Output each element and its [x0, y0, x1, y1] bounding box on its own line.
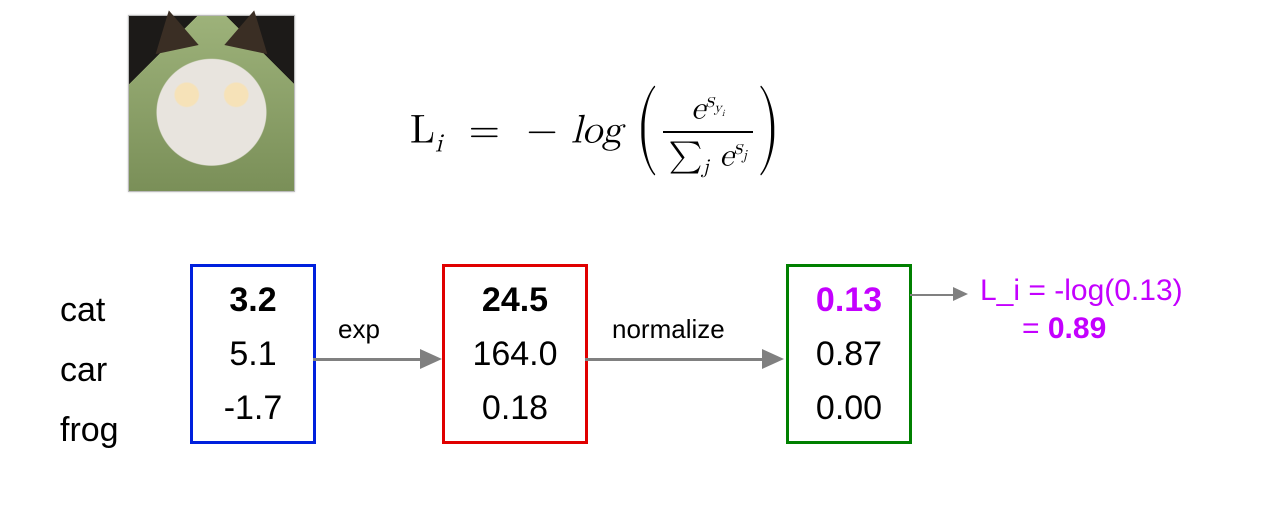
class-labels: cat car frog	[60, 280, 119, 460]
exp-value: 24.5	[445, 273, 585, 327]
formula-den-base: e	[719, 140, 733, 172]
formula-rhs-prefix: − log	[526, 110, 622, 150]
class-label: cat	[60, 280, 119, 340]
normalized-value: 0.00	[789, 381, 909, 435]
normalized-value: 0.13	[789, 273, 909, 327]
arrow-result-head	[953, 287, 968, 301]
normalized-box: 0.13 0.87 0.00	[786, 264, 912, 444]
arrow-result	[910, 294, 955, 296]
score-value: 5.1	[193, 327, 313, 381]
loss-result: L_i = -log(0.13) = 0.89	[980, 272, 1183, 348]
formula-sum-sub: j	[702, 157, 708, 178]
loss-result-eq: =	[1022, 312, 1048, 345]
formula-lhs-var: L	[410, 110, 435, 150]
class-label: car	[60, 340, 119, 400]
arrow-exp-head	[420, 349, 442, 369]
input-image	[128, 15, 295, 192]
loss-formula: Li = − log ( esyi ∑j esj )	[410, 88, 780, 180]
loss-result-value: 0.89	[1048, 312, 1106, 345]
exp-value: 0.18	[445, 381, 585, 435]
arrow-normalize-head	[762, 349, 784, 369]
op-label-normalize: normalize	[612, 314, 725, 345]
normalized-value: 0.87	[789, 327, 909, 381]
formula-lhs-sub: i	[435, 131, 442, 157]
arrow-normalize	[585, 358, 765, 361]
formula-num-exp: s	[705, 90, 714, 112]
exp-box: 24.5 164.0 0.18	[442, 264, 588, 444]
scores-box: 3.2 5.1 -1.7	[190, 264, 316, 444]
op-label-exp: exp	[338, 314, 380, 345]
score-value: 3.2	[193, 273, 313, 327]
loss-result-line1: L_i = -log(0.13)	[980, 272, 1183, 310]
score-value: -1.7	[193, 381, 313, 435]
exp-value: 164.0	[445, 327, 585, 381]
formula-num-base: e	[691, 94, 705, 126]
arrow-exp	[313, 358, 423, 361]
class-label: frog	[60, 400, 119, 460]
